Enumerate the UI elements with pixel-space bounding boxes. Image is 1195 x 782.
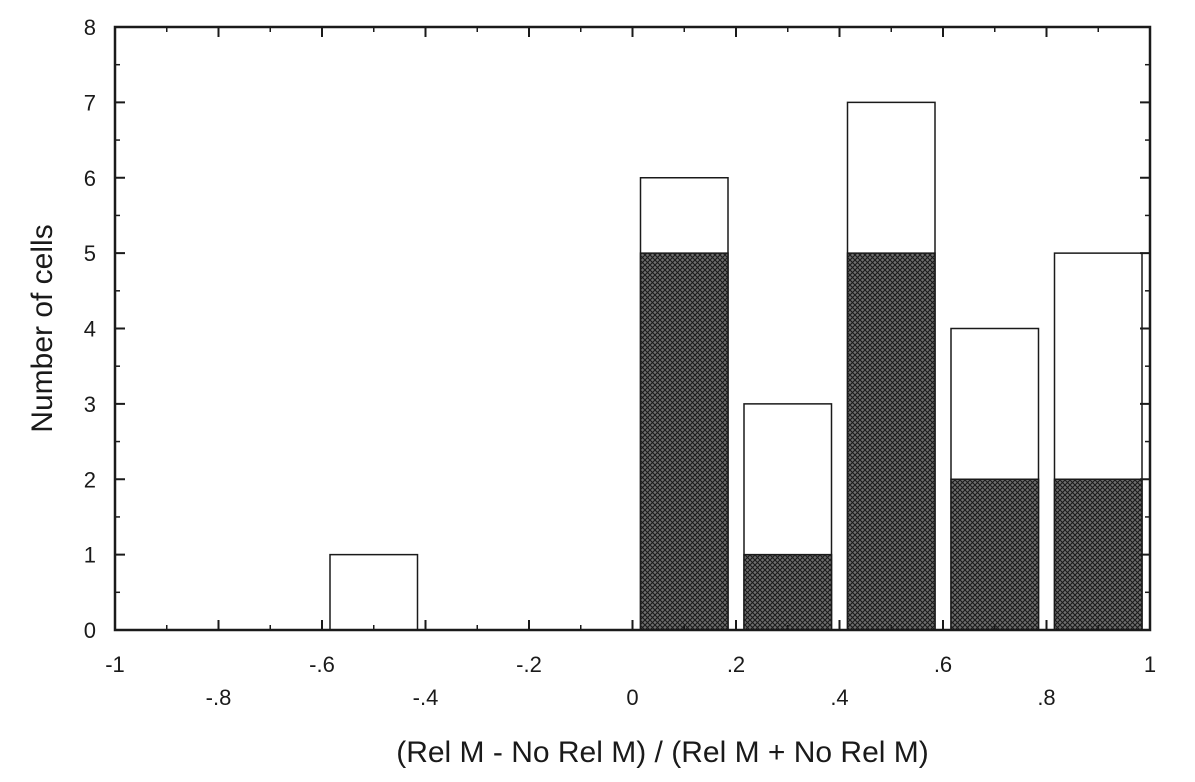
y-tick-label: 3 <box>84 392 96 417</box>
x-tick-label-lower: -.8 <box>206 685 232 710</box>
x-tick-label-upper: 1 <box>1144 652 1156 677</box>
bar-total-2 <box>329 553 419 631</box>
y-tick-label: 6 <box>84 166 96 191</box>
x-tick-label-upper: .6 <box>934 652 952 677</box>
bar-filled-7 <box>846 252 936 631</box>
y-tick-labels: 0 1 2 3 4 5 6 7 8 <box>84 15 96 643</box>
bar-filled-8 <box>950 478 1040 631</box>
x-tick-label-upper: .2 <box>727 652 745 677</box>
bar-filled-9 <box>1053 478 1143 631</box>
y-tick-label: 2 <box>84 467 96 492</box>
x-axis-title: (Rel M - No Rel M) / (Rel M + No Rel M) <box>396 736 929 769</box>
x-tick-label-upper: -.6 <box>309 652 335 677</box>
y-tick-label: 8 <box>84 15 96 40</box>
bar-filled-6 <box>743 553 833 631</box>
x-tick-label-lower: 0 <box>626 685 638 710</box>
y-tick-label: 7 <box>84 90 96 115</box>
x-tick-label-lower: .4 <box>830 685 848 710</box>
y-tick-label: 1 <box>84 543 96 568</box>
x-tick-labels: -1 -.6 -.2 .2 .6 1 -.8 -.4 0 .4 .8 <box>105 652 1156 710</box>
x-tick-label-upper: -.2 <box>516 652 542 677</box>
y-tick-label: 5 <box>84 241 96 266</box>
y-axis-title: Number of cells <box>26 224 59 432</box>
bar-filled-5 <box>639 252 729 631</box>
y-tick-label: 0 <box>84 618 96 643</box>
x-tick-label-lower: -.4 <box>413 685 439 710</box>
ticks-layer <box>114 26 1151 631</box>
y-tick-label: 4 <box>84 317 96 342</box>
bars-layer <box>329 101 1143 631</box>
x-tick-label-upper: -1 <box>105 652 125 677</box>
x-tick-label-lower: .8 <box>1037 685 1055 710</box>
